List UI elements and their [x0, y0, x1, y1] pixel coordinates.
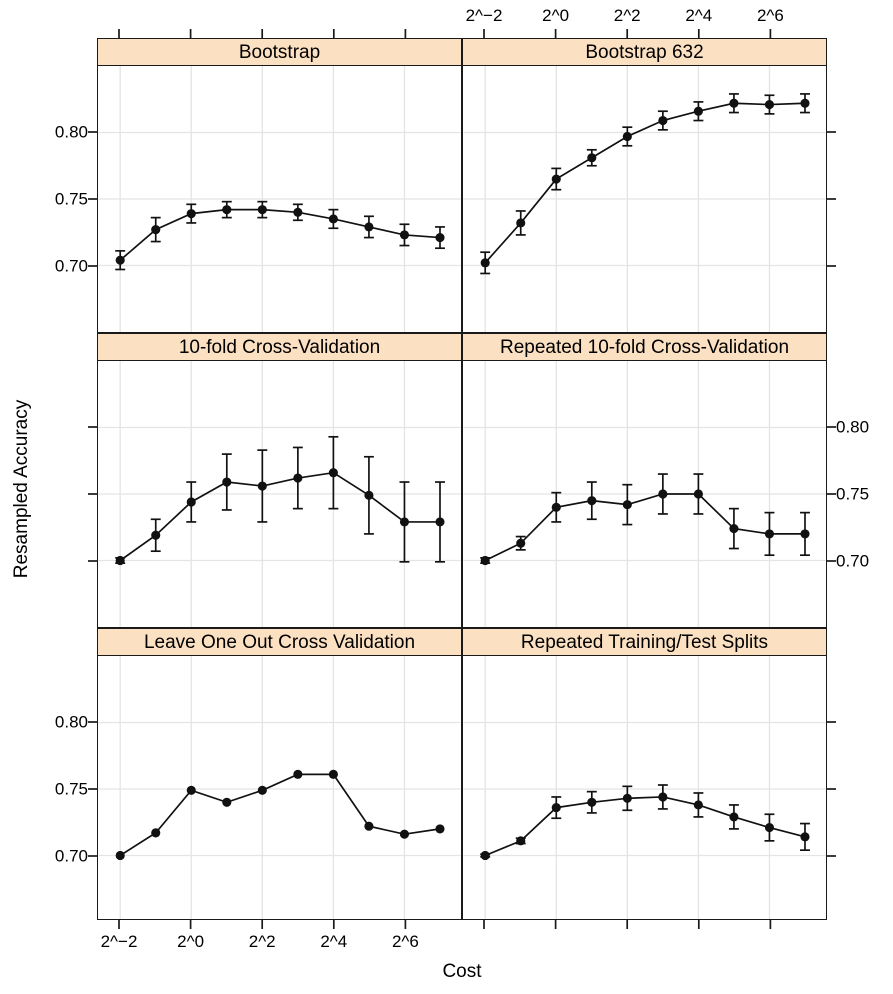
x-axis-title: Cost [442, 961, 482, 982]
panel-loocv: Leave One Out Cross Validation [97, 628, 462, 920]
strip-title-10fold-cv: 10-fold Cross-Validation [178, 336, 381, 358]
strip-title-bootstrap-632: Bootstrap 632 [585, 41, 704, 63]
y-tick-label-right: 0.80 [836, 417, 870, 437]
strip-loocv: Leave One Out Cross Validation [97, 628, 462, 655]
strip-10fold-cv: 10-fold Cross-Validation [97, 333, 462, 360]
y-tick-label-left: 0.70 [54, 846, 88, 866]
strip-repeated-10fold-cv: Repeated 10-fold Cross-Validation [462, 333, 827, 360]
panel-bootstrap: Bootstrap [97, 38, 462, 333]
x-tick-label-bottom: 2^6 [391, 932, 419, 951]
strip-title-loocv: Leave One Out Cross Validation [143, 631, 416, 653]
plot-10fold-cv [97, 360, 462, 628]
plot-repeated-train-test [462, 655, 827, 920]
x-tick-label-top: 2^2 [613, 6, 641, 25]
y-tick-label-left: 0.70 [54, 256, 88, 276]
strip-title-repeated-train-test: Repeated Training/Test Splits [520, 631, 769, 653]
x-tick-label-top: 2^6 [756, 6, 784, 25]
strip-title-bootstrap: Bootstrap [238, 41, 321, 63]
x-tick-label-bottom: 2^0 [177, 932, 205, 951]
y-axis-title: Resampled Accuracy [11, 399, 32, 579]
y-tick-label-left: 0.75 [54, 189, 88, 209]
panel-bootstrap-632: Bootstrap 632 [462, 38, 827, 333]
y-tick-label-left: 0.75 [54, 779, 88, 799]
plot-repeated-10fold-cv [462, 360, 827, 628]
strip-bootstrap-632: Bootstrap 632 [462, 38, 827, 65]
plot-loocv [97, 655, 462, 920]
y-tick-label-right: 0.70 [836, 551, 870, 571]
y-tick-label-right: 0.75 [836, 484, 870, 504]
plot-bootstrap [97, 65, 462, 333]
strip-repeated-train-test: Repeated Training/Test Splits [462, 628, 827, 655]
x-tick-label-top: 2^0 [542, 6, 570, 25]
panel-repeated-10fold-cv: Repeated 10-fold Cross-Validation [462, 333, 827, 628]
y-tick-label-left: 0.80 [54, 712, 88, 732]
x-tick-label-bottom: 2^2 [248, 932, 276, 951]
x-tick-label-top: 2^−2 [465, 6, 503, 25]
strip-title-repeated-10fold-cv: Repeated 10-fold Cross-Validation [499, 336, 790, 358]
x-tick-label-bottom: 2^−2 [100, 932, 138, 951]
y-tick-label-left: 0.80 [54, 122, 88, 142]
plot-bootstrap-632 [462, 65, 827, 333]
x-tick-label-bottom: 2^4 [320, 932, 348, 951]
panel-10fold-cv: 10-fold Cross-Validation [97, 333, 462, 628]
x-tick-label-top: 2^4 [685, 6, 713, 25]
panel-repeated-train-test: Repeated Training/Test Splits [462, 628, 827, 920]
strip-bootstrap: Bootstrap [97, 38, 462, 65]
